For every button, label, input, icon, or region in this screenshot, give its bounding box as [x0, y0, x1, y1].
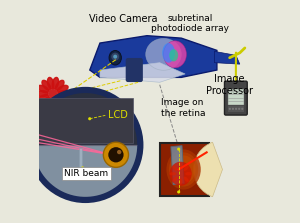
Ellipse shape — [167, 149, 201, 190]
Bar — [228, 89, 244, 105]
Ellipse shape — [52, 98, 58, 110]
Ellipse shape — [57, 85, 68, 93]
Bar — [228, 106, 244, 112]
Text: Image
Processor: Image Processor — [206, 74, 253, 95]
Circle shape — [49, 90, 57, 98]
Circle shape — [88, 117, 91, 120]
Text: Image on
the retina: Image on the retina — [161, 99, 205, 118]
FancyBboxPatch shape — [126, 58, 143, 82]
Circle shape — [177, 190, 180, 194]
Ellipse shape — [179, 178, 182, 185]
Ellipse shape — [55, 97, 64, 107]
Bar — [30, 140, 33, 149]
Text: NIR beam: NIR beam — [64, 169, 109, 178]
Ellipse shape — [146, 38, 181, 70]
Circle shape — [241, 108, 243, 110]
Ellipse shape — [164, 41, 186, 68]
Circle shape — [232, 108, 234, 110]
Ellipse shape — [184, 166, 189, 171]
Ellipse shape — [185, 172, 192, 176]
Ellipse shape — [58, 91, 70, 97]
Polygon shape — [90, 36, 217, 77]
Bar — [37, 98, 134, 143]
Ellipse shape — [47, 77, 54, 89]
Circle shape — [31, 90, 140, 200]
Circle shape — [229, 108, 231, 110]
Ellipse shape — [42, 80, 51, 90]
FancyBboxPatch shape — [224, 81, 247, 115]
Text: subretinal
photodiode array: subretinal photodiode array — [151, 14, 229, 33]
Ellipse shape — [38, 85, 49, 93]
Ellipse shape — [172, 155, 196, 184]
Polygon shape — [33, 145, 137, 197]
Circle shape — [117, 150, 122, 154]
Ellipse shape — [169, 49, 178, 61]
Circle shape — [108, 147, 124, 162]
Ellipse shape — [52, 77, 58, 89]
Polygon shape — [47, 110, 54, 116]
Circle shape — [238, 108, 240, 110]
Ellipse shape — [184, 177, 189, 182]
Circle shape — [81, 166, 84, 169]
FancyBboxPatch shape — [23, 136, 38, 154]
Ellipse shape — [57, 95, 68, 102]
Polygon shape — [33, 93, 137, 145]
Ellipse shape — [36, 91, 48, 97]
Ellipse shape — [169, 153, 198, 186]
Ellipse shape — [169, 172, 176, 176]
Ellipse shape — [172, 177, 178, 182]
Text: Video Camera: Video Camera — [89, 14, 158, 24]
Ellipse shape — [55, 80, 64, 90]
Bar — [160, 143, 209, 196]
Polygon shape — [214, 51, 240, 64]
Circle shape — [103, 142, 128, 167]
Ellipse shape — [169, 162, 192, 186]
Polygon shape — [100, 63, 185, 82]
Text: LCD: LCD — [107, 110, 128, 120]
Ellipse shape — [47, 98, 54, 110]
Circle shape — [111, 53, 119, 61]
Circle shape — [235, 108, 237, 110]
Circle shape — [113, 55, 117, 59]
Polygon shape — [171, 146, 184, 185]
Ellipse shape — [109, 51, 121, 65]
Ellipse shape — [42, 97, 51, 107]
Wedge shape — [194, 142, 223, 197]
Ellipse shape — [38, 95, 49, 102]
Circle shape — [177, 148, 180, 151]
Bar — [79, 148, 82, 175]
Ellipse shape — [162, 43, 175, 63]
Ellipse shape — [172, 166, 178, 171]
Ellipse shape — [179, 163, 182, 169]
